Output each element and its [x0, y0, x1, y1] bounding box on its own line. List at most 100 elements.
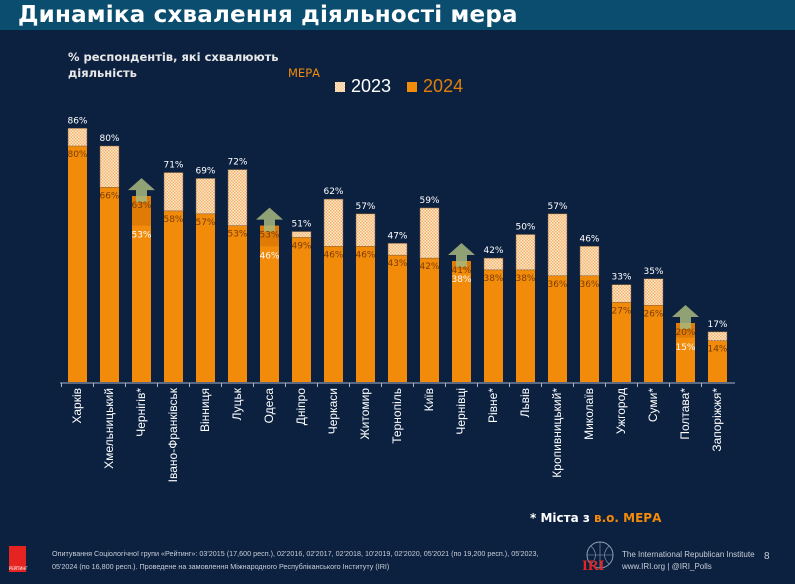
data-label-2023: 35% [643, 267, 663, 277]
rating-logo: РЕЙТИНГ [9, 546, 28, 572]
legend: 2023 2024 [335, 76, 463, 97]
data-label-2024: 42% [419, 262, 439, 272]
bar-2023 [227, 169, 248, 226]
page-number: 8 [764, 551, 770, 562]
bar-2024 [260, 225, 279, 382]
data-label-2024: 36% [547, 280, 567, 290]
x-tick-label: Хмельницький [101, 388, 116, 469]
iri-links[interactable]: www.IRI.org | @IRI_Polls [622, 562, 712, 571]
data-label-2023: 50% [515, 223, 535, 233]
iri-info: The International Republican Institute w… [622, 549, 755, 573]
source-text: Опитування Соціологічної групи «Рейтинг»… [52, 549, 539, 571]
footnote-accent: в.о. МЕРА [594, 511, 662, 525]
data-label-2024: 46% [323, 250, 343, 260]
legend-label-2024: 2024 [423, 76, 464, 96]
data-label-2023: 38% [451, 275, 471, 285]
bar-2024 [644, 305, 663, 382]
data-label-2023: 47% [387, 231, 407, 241]
x-tick-label: Чернівці [453, 388, 468, 435]
up-arrow-icon [448, 243, 475, 268]
up-arrow-icon [128, 178, 155, 203]
bar-2023 [387, 243, 408, 256]
data-label-2024: 80% [67, 150, 87, 160]
data-label-2024: 41% [451, 266, 471, 276]
bar-2024 [516, 269, 535, 382]
data-label-2023: 69% [195, 166, 215, 176]
x-tick-label: Вінниця [197, 388, 212, 432]
footnote-text: * Міста з [530, 511, 590, 525]
x-tick-label: Ужгород [613, 388, 628, 435]
bar-2024 [452, 261, 471, 382]
chart-subtitle: % респондентів, які схвалюють діяльність… [68, 49, 320, 81]
data-label-2024: 66% [99, 191, 119, 201]
bar-2023 [67, 128, 88, 147]
data-label-2024: 57% [195, 218, 215, 228]
x-tick-label: Івано-Франківськ [165, 388, 180, 483]
bar-2023 [483, 257, 504, 271]
bar-2024 [420, 258, 439, 382]
data-label-2024: 46% [355, 250, 375, 260]
x-tick-label: Дніпро [293, 388, 308, 426]
data-label-2024: 63% [131, 201, 151, 211]
bar-2024 [388, 255, 407, 382]
iri-logo: IRI [582, 541, 614, 574]
subtitle-accent: МЕРА [288, 66, 320, 80]
data-label-2024: 58% [163, 215, 183, 225]
bar-2024 [612, 302, 631, 382]
bar-increase-segment [132, 196, 151, 226]
bar-2023 [195, 178, 216, 215]
bar-2024 [132, 196, 151, 382]
x-tick-label: Полтава* [677, 388, 692, 440]
data-label-2024: 26% [643, 309, 663, 319]
up-arrow-icon [256, 207, 283, 232]
bar-2023 [611, 284, 632, 303]
iri-name: The International Republican Institute [622, 550, 755, 559]
data-label-2023: 72% [227, 158, 247, 168]
data-label-2023: 62% [323, 187, 343, 197]
x-tick-label: Запоріжжя* [709, 388, 724, 452]
data-label-2024: 49% [291, 241, 311, 251]
x-tick-label: Тернопіль [389, 388, 404, 444]
rating-logo-text: РЕЙТИНГ [9, 566, 28, 571]
data-label-2023: 59% [419, 196, 439, 206]
data-label-2023: 46% [259, 251, 279, 261]
data-label-2023: 53% [131, 231, 151, 241]
legend-swatch-2023 [335, 81, 345, 92]
data-label-2024: 36% [579, 280, 599, 290]
bar-2024 [708, 340, 727, 382]
bar-2024 [356, 246, 375, 382]
svg-text:IRI: IRI [582, 558, 605, 574]
bar-2023 [515, 234, 536, 271]
bar-2024 [68, 146, 87, 382]
footnote: * Міста з в.о. МЕРА [530, 511, 661, 525]
bar-2023 [579, 246, 600, 277]
data-label-2024: 20% [675, 328, 695, 338]
data-label-2023: 57% [547, 202, 567, 212]
data-label-2023: 15% [675, 343, 695, 353]
x-tick-label: Одеса [261, 388, 276, 424]
x-tick-label: Миколаїв [581, 388, 596, 440]
bar-2023 [291, 231, 312, 238]
x-tick-label: Київ [421, 388, 436, 412]
data-label-2023: 33% [611, 273, 631, 283]
data-label-2023: 46% [579, 234, 599, 244]
bar-2024 [324, 246, 343, 382]
page-title: Динаміка схвалення діяльності мера [18, 2, 518, 28]
bar-2024 [228, 225, 247, 382]
x-tick-label: Харків [69, 388, 84, 424]
bar-2023 [323, 198, 344, 247]
x-tick-label: Львів [517, 388, 532, 418]
bar-2023 [163, 172, 184, 212]
data-label-2023: 71% [163, 161, 183, 171]
data-label-2024: 43% [387, 259, 407, 269]
bar-2024 [548, 275, 567, 382]
subtitle-text: % респондентів, які схвалюють діяльність [68, 50, 279, 80]
bar-2023 [419, 207, 440, 259]
bar-2024 [164, 210, 183, 382]
bar-2024 [196, 213, 215, 382]
bar-2024 [100, 187, 119, 382]
data-label-2024: 53% [227, 230, 247, 240]
data-label-2024: 38% [515, 274, 535, 284]
data-label-2023: 86% [67, 116, 87, 126]
